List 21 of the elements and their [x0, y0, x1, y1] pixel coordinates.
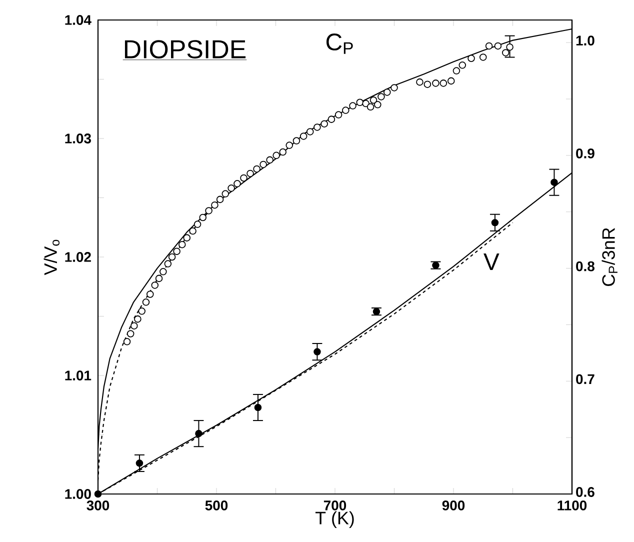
annotation: V	[484, 254, 500, 270]
x-tick-label: 500	[205, 500, 228, 510]
y-tick-label: 1.01	[65, 370, 92, 380]
y-tick-label: 1.02	[65, 252, 91, 262]
x-tick-label: 1100	[558, 500, 587, 510]
x-axis-title: T (K)	[315, 511, 354, 528]
y-tick-label: 1.00	[65, 489, 91, 499]
y2-tick-label: 0.7	[576, 374, 594, 384]
y2-tick-label: 0.9	[576, 148, 594, 158]
y-axis-title: V/V$_{o}$	[44, 240, 60, 276]
y2-tick-label: 1.0	[576, 36, 594, 46]
annotation: DIOPSIDE	[124, 40, 246, 58]
y-tick-label: 1.03	[65, 134, 91, 144]
y-tick-label: 1.04	[65, 15, 92, 25]
annotation: C$_{P}$	[326, 34, 353, 54]
x-tick-label: 300	[86, 500, 110, 510]
x-tick-label: 700	[324, 500, 346, 510]
y2-tick-label: 0.6	[576, 487, 594, 497]
x-tick-label: 900	[442, 500, 465, 510]
y2-axis-title: C$_{P}$/3nR	[602, 228, 618, 286]
y2-tick-label: 0.8	[576, 261, 594, 272]
